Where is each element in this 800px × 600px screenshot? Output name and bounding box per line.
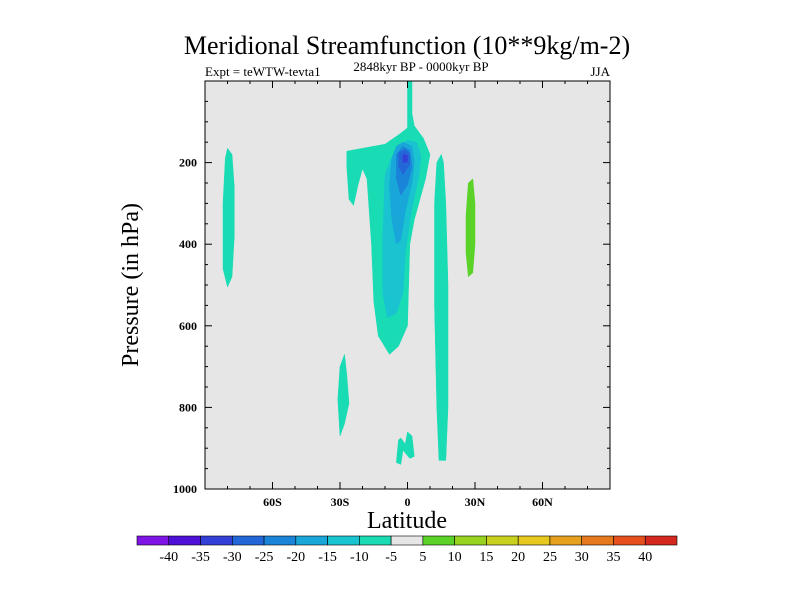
colorbar-swatch <box>486 535 519 546</box>
x-tick-label: 30S <box>331 495 350 509</box>
x-tick-label: 0 <box>405 495 411 509</box>
contour-regions <box>222 80 476 465</box>
colorbar-label: -30 <box>223 550 242 565</box>
subtitle-center: 2848kyr BP - 0000kyr BP <box>353 59 488 74</box>
colorbar-label: 10 <box>448 550 462 565</box>
y-axis: 200 400 600 800 1000 <box>173 100 610 496</box>
sh-lower-cell-minus5 <box>337 354 350 437</box>
colorbar: -40 -35 -30 -25 -20 -15 -10 -5 5 10 15 20 25 30 35 40 <box>136 535 678 565</box>
nh-deep-cell-minus5 <box>434 153 449 461</box>
y-tick-label: 400 <box>179 237 197 251</box>
y-tick-label: 1000 <box>173 482 197 496</box>
colorbar-swatch <box>549 535 583 546</box>
colorbar-label: 5 <box>419 550 426 565</box>
colorbar-swatch <box>136 535 170 546</box>
colorbar-label: -35 <box>191 550 210 565</box>
colorbar-label: 40 <box>638 550 652 565</box>
y-tick-label: 800 <box>179 400 197 414</box>
colorbar-swatch <box>359 535 392 546</box>
colorbar-swatch <box>327 535 360 546</box>
colorbar-swatch <box>168 535 201 546</box>
colorbar-label: 15 <box>479 550 493 565</box>
chart-title: Meridional Streamfunction (10**9kg/m-2) <box>184 31 630 60</box>
y-tick-label: 200 <box>179 156 197 170</box>
main-tropical-cell-minus30 <box>402 154 408 163</box>
x-tick-label: 30N <box>465 495 486 509</box>
subtitle-right: JJA <box>590 64 610 79</box>
x-tick-label: 60N <box>532 495 553 509</box>
colorbar-swatch <box>517 535 551 546</box>
colorbar-swatch <box>231 535 265 546</box>
colorbar-label: -5 <box>385 550 397 565</box>
colorbar-label: -20 <box>286 550 305 565</box>
x-axis: 60S 30S 0 30N 60N <box>227 81 588 509</box>
colorbar-swatch <box>200 535 233 546</box>
x-axis-label: Latitude <box>367 508 447 534</box>
colorbar-swatch <box>422 535 455 546</box>
colorbar-swatch <box>581 535 614 546</box>
colorbar-label: -10 <box>350 550 369 565</box>
colorbar-label: -25 <box>255 550 274 565</box>
y-axis-label: Pressure (in hPa) <box>118 203 144 367</box>
equator-surface-cell-minus5 <box>396 431 415 465</box>
sh-subtropic-cell-minus5 <box>222 147 235 288</box>
colorbar-label: -15 <box>318 550 337 565</box>
colorbar-swatch <box>390 535 424 546</box>
colorbar-swatch <box>263 535 297 546</box>
colorbar-label: -40 <box>159 550 178 565</box>
x-tick-label: 60S <box>263 495 282 509</box>
colorbar-label: 30 <box>575 550 589 565</box>
colorbar-swatch <box>454 535 487 546</box>
colorbar-swatch <box>613 535 646 546</box>
colorbar-swatch <box>295 535 328 546</box>
subtitle-left: Expt = teWTW-tevta1 <box>205 64 321 79</box>
nh-midlat-cell-plus5 <box>465 178 476 278</box>
colorbar-label: 35 <box>606 550 620 565</box>
colorbar-swatch <box>644 535 678 546</box>
y-tick-label: 600 <box>179 319 197 333</box>
colorbar-label: 20 <box>511 550 525 565</box>
colorbar-label: 25 <box>543 550 557 565</box>
